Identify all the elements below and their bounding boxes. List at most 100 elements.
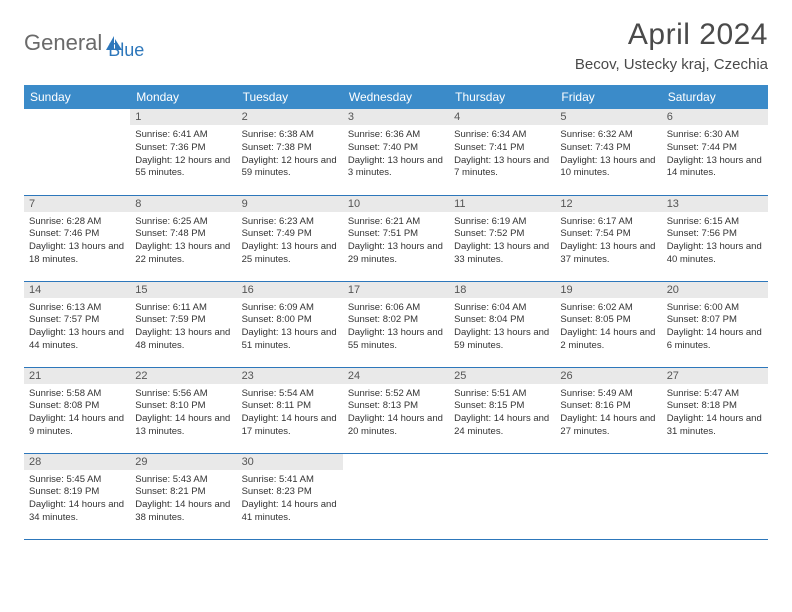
sun-info: Sunrise: 6:30 AMSunset: 7:44 PMDaylight:… bbox=[667, 127, 763, 180]
day-cell: 5 Sunrise: 6:32 AMSunset: 7:43 PMDaylight… bbox=[555, 109, 661, 195]
day-number: 4 bbox=[449, 109, 555, 125]
day-info: Sunrise: 6:02 AMSunset: 8:05 PMDaylight:… bbox=[555, 298, 661, 357]
day-info: Sunrise: 6:04 AMSunset: 8:04 PMDaylight:… bbox=[449, 298, 555, 357]
month-title: April 2024 bbox=[575, 18, 768, 52]
day-number: 2 bbox=[237, 109, 343, 125]
sun-info: Sunrise: 6:11 AMSunset: 7:59 PMDaylight:… bbox=[135, 300, 231, 353]
day-cell: 21Sunrise: 5:58 AMSunset: 8:08 PMDayligh… bbox=[24, 367, 130, 453]
day-info: Sunrise: 5:54 AMSunset: 8:11 PMDaylight:… bbox=[237, 384, 343, 443]
day-info: Sunrise: 6:36 AMSunset: 7:40 PMDaylight:… bbox=[343, 125, 449, 184]
day-cell: 25 Sunrise: 5:51 AMSunset: 8:15 PMDayligh… bbox=[449, 367, 555, 453]
day-header: Friday bbox=[555, 85, 661, 109]
sun-info: Sunrise: 5:43 AMSunset: 8:21 PMDaylight:… bbox=[135, 472, 231, 525]
day-cell: 10Sunrise: 6:21 AMSunset: 7:51 PMDayligh… bbox=[343, 195, 449, 281]
calendar-table: SundayMondayTuesdayWednesdayThursdayFrid… bbox=[24, 85, 768, 540]
day-cell: 4 Sunrise: 6:34 AMSunset: 7:41 PMDaylight… bbox=[449, 109, 555, 195]
empty-cell bbox=[449, 453, 555, 539]
title-block: April 2024 Becov, Ustecky kraj, Czechia bbox=[575, 18, 768, 73]
sun-info: Sunrise: 6:09 AMSunset: 8:00 PMDaylight:… bbox=[242, 300, 338, 353]
day-number: 20 bbox=[662, 282, 768, 298]
day-info: Sunrise: 6:32 AMSunset: 7:43 PMDaylight:… bbox=[555, 125, 661, 184]
sun-info: Sunrise: 6:17 AMSunset: 7:54 PMDaylight:… bbox=[560, 214, 656, 267]
day-info: Sunrise: 6:41 AMSunset: 7:36 PMDaylight:… bbox=[130, 125, 236, 184]
day-info: Sunrise: 5:47 AMSunset: 8:18 PMDaylight:… bbox=[662, 384, 768, 443]
calendar-page: General Blue April 2024 Becov, Ustecky k… bbox=[0, 0, 792, 558]
day-number: 12 bbox=[555, 196, 661, 212]
day-header: Tuesday bbox=[237, 85, 343, 109]
empty-cell bbox=[343, 453, 449, 539]
day-info: Sunrise: 5:58 AMSunset: 8:08 PMDaylight:… bbox=[24, 384, 130, 443]
day-info: Sunrise: 5:43 AMSunset: 8:21 PMDaylight:… bbox=[130, 470, 236, 529]
day-info: Sunrise: 5:41 AMSunset: 8:23 PMDaylight:… bbox=[237, 470, 343, 529]
week-row: 28 Sunrise: 5:45 AMSunset: 8:19 PMDayligh… bbox=[24, 453, 768, 539]
sun-info: Sunrise: 5:41 AMSunset: 8:23 PMDaylight:… bbox=[242, 472, 338, 525]
sun-info: Sunrise: 6:02 AMSunset: 8:05 PMDaylight:… bbox=[560, 300, 656, 353]
day-number: 30 bbox=[237, 454, 343, 470]
day-cell: 3Sunrise: 6:36 AMSunset: 7:40 PMDaylight… bbox=[343, 109, 449, 195]
day-info: Sunrise: 6:28 AMSunset: 7:46 PMDaylight:… bbox=[24, 212, 130, 271]
day-number: 29 bbox=[130, 454, 236, 470]
day-cell: 23 Sunrise: 5:54 AMSunset: 8:11 PMDayligh… bbox=[237, 367, 343, 453]
day-info: Sunrise: 6:00 AMSunset: 8:07 PMDaylight:… bbox=[662, 298, 768, 357]
calendar-body: 1Sunrise: 6:41 AMSunset: 7:36 PMDaylight… bbox=[24, 109, 768, 539]
day-cell: 12 Sunrise: 6:17 AMSunset: 7:54 PMDayligh… bbox=[555, 195, 661, 281]
week-row: 7Sunrise: 6:28 AMSunset: 7:46 PMDaylight… bbox=[24, 195, 768, 281]
day-number: 26 bbox=[555, 368, 661, 384]
day-number: 5 bbox=[555, 109, 661, 125]
sun-info: Sunrise: 5:58 AMSunset: 8:08 PMDaylight:… bbox=[29, 386, 125, 439]
sun-info: Sunrise: 6:06 AMSunset: 8:02 PMDaylight:… bbox=[348, 300, 444, 353]
day-number: 11 bbox=[449, 196, 555, 212]
sun-info: Sunrise: 6:36 AMSunset: 7:40 PMDaylight:… bbox=[348, 127, 444, 180]
day-info: Sunrise: 6:38 AMSunset: 7:38 PMDaylight:… bbox=[237, 125, 343, 184]
day-cell: 7Sunrise: 6:28 AMSunset: 7:46 PMDaylight… bbox=[24, 195, 130, 281]
day-cell: 2Sunrise: 6:38 AMSunset: 7:38 PMDaylight… bbox=[237, 109, 343, 195]
day-header: Saturday bbox=[662, 85, 768, 109]
sun-info: Sunrise: 5:56 AMSunset: 8:10 PMDaylight:… bbox=[135, 386, 231, 439]
day-cell: 18Sunrise: 6:04 AMSunset: 8:04 PMDayligh… bbox=[449, 281, 555, 367]
day-cell: 1Sunrise: 6:41 AMSunset: 7:36 PMDaylight… bbox=[130, 109, 236, 195]
calendar-head: SundayMondayTuesdayWednesdayThursdayFrid… bbox=[24, 85, 768, 109]
day-header: Monday bbox=[130, 85, 236, 109]
sun-info: Sunrise: 5:45 AMSunset: 8:19 PMDaylight:… bbox=[29, 472, 125, 525]
day-cell: 6Sunrise: 6:30 AMSunset: 7:44 PMDaylight… bbox=[662, 109, 768, 195]
sun-info: Sunrise: 6:13 AMSunset: 7:57 PMDaylight:… bbox=[29, 300, 125, 353]
day-header: Wednesday bbox=[343, 85, 449, 109]
day-info: Sunrise: 6:13 AMSunset: 7:57 PMDaylight:… bbox=[24, 298, 130, 357]
day-info: Sunrise: 5:45 AMSunset: 8:19 PMDaylight:… bbox=[24, 470, 130, 529]
day-number: 25 bbox=[449, 368, 555, 384]
day-info: Sunrise: 6:09 AMSunset: 8:00 PMDaylight:… bbox=[237, 298, 343, 357]
day-number: 28 bbox=[24, 454, 130, 470]
day-number: 7 bbox=[24, 196, 130, 212]
day-info: Sunrise: 6:17 AMSunset: 7:54 PMDaylight:… bbox=[555, 212, 661, 271]
day-info: Sunrise: 6:30 AMSunset: 7:44 PMDaylight:… bbox=[662, 125, 768, 184]
sun-info: Sunrise: 6:04 AMSunset: 8:04 PMDaylight:… bbox=[454, 300, 550, 353]
sun-info: Sunrise: 6:19 AMSunset: 7:52 PMDaylight:… bbox=[454, 214, 550, 267]
sun-info: Sunrise: 6:25 AMSunset: 7:48 PMDaylight:… bbox=[135, 214, 231, 267]
day-info: Sunrise: 6:34 AMSunset: 7:41 PMDaylight:… bbox=[449, 125, 555, 184]
day-number: 15 bbox=[130, 282, 236, 298]
day-info: Sunrise: 6:19 AMSunset: 7:52 PMDaylight:… bbox=[449, 212, 555, 271]
day-info: Sunrise: 6:25 AMSunset: 7:48 PMDaylight:… bbox=[130, 212, 236, 271]
sun-info: Sunrise: 6:00 AMSunset: 8:07 PMDaylight:… bbox=[667, 300, 763, 353]
day-cell: 15 Sunrise: 6:11 AMSunset: 7:59 PMDayligh… bbox=[130, 281, 236, 367]
day-cell: 26Sunrise: 5:49 AMSunset: 8:16 PMDayligh… bbox=[555, 367, 661, 453]
day-cell: 8Sunrise: 6:25 AMSunset: 7:48 PMDaylight… bbox=[130, 195, 236, 281]
sun-info: Sunrise: 5:51 AMSunset: 8:15 PMDaylight:… bbox=[454, 386, 550, 439]
day-number: 24 bbox=[343, 368, 449, 384]
day-cell: 20 Sunrise: 6:00 AMSunset: 8:07 PMDayligh… bbox=[662, 281, 768, 367]
day-cell: 16Sunrise: 6:09 AMSunset: 8:00 PMDayligh… bbox=[237, 281, 343, 367]
day-number: 23 bbox=[237, 368, 343, 384]
sun-info: Sunrise: 6:34 AMSunset: 7:41 PMDaylight:… bbox=[454, 127, 550, 180]
sun-info: Sunrise: 6:21 AMSunset: 7:51 PMDaylight:… bbox=[348, 214, 444, 267]
day-info: Sunrise: 5:56 AMSunset: 8:10 PMDaylight:… bbox=[130, 384, 236, 443]
logo-text-2: Blue bbox=[108, 40, 144, 61]
week-row: 14Sunrise: 6:13 AMSunset: 7:57 PMDayligh… bbox=[24, 281, 768, 367]
day-cell: 30 Sunrise: 5:41 AMSunset: 8:23 PMDayligh… bbox=[237, 453, 343, 539]
day-cell: 22Sunrise: 5:56 AMSunset: 8:10 PMDayligh… bbox=[130, 367, 236, 453]
sun-info: Sunrise: 5:54 AMSunset: 8:11 PMDaylight:… bbox=[242, 386, 338, 439]
sun-info: Sunrise: 6:32 AMSunset: 7:43 PMDaylight:… bbox=[560, 127, 656, 180]
day-header-row: SundayMondayTuesdayWednesdayThursdayFrid… bbox=[24, 85, 768, 109]
empty-cell bbox=[24, 109, 130, 195]
location-text: Becov, Ustecky kraj, Czechia bbox=[575, 56, 768, 73]
day-number: 27 bbox=[662, 368, 768, 384]
